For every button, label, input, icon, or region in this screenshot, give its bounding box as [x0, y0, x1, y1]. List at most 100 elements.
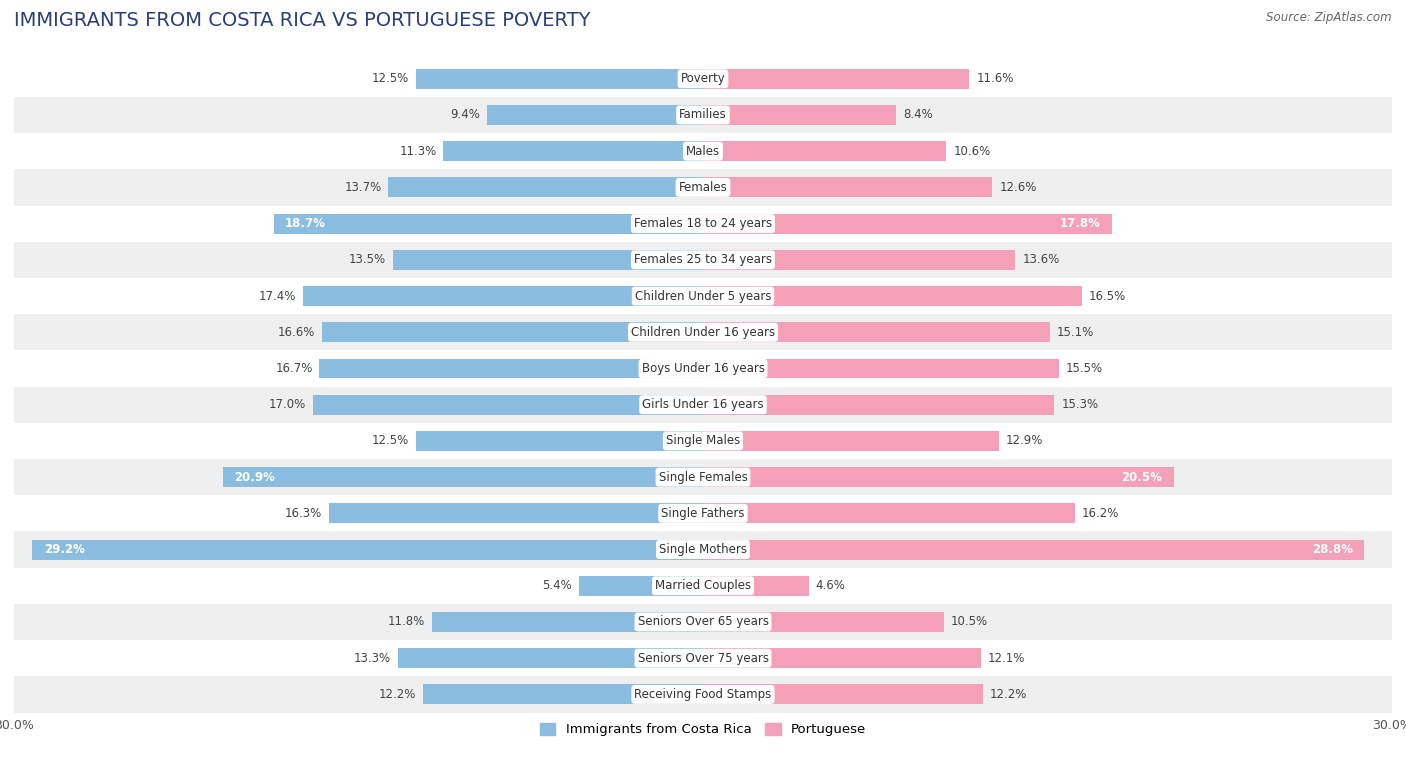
Text: 11.3%: 11.3%: [399, 145, 437, 158]
Text: 15.1%: 15.1%: [1057, 326, 1094, 339]
Text: 17.4%: 17.4%: [259, 290, 297, 302]
Text: Married Couples: Married Couples: [655, 579, 751, 592]
Bar: [14, 350, 1392, 387]
Text: 28.8%: 28.8%: [1312, 543, 1353, 556]
Text: Boys Under 16 years: Boys Under 16 years: [641, 362, 765, 375]
Text: Single Mothers: Single Mothers: [659, 543, 747, 556]
Bar: [14, 604, 1392, 640]
Text: 15.3%: 15.3%: [1062, 398, 1098, 411]
Bar: [14, 387, 1392, 423]
Bar: [703, 612, 945, 632]
Bar: [274, 214, 703, 233]
Text: Receiving Food Stamps: Receiving Food Stamps: [634, 688, 772, 701]
Text: Children Under 5 years: Children Under 5 years: [634, 290, 772, 302]
Text: 15.5%: 15.5%: [1066, 362, 1102, 375]
Bar: [14, 314, 1392, 350]
Text: 10.5%: 10.5%: [950, 615, 988, 628]
Bar: [703, 177, 993, 197]
Text: 13.5%: 13.5%: [349, 253, 387, 266]
Bar: [703, 684, 983, 704]
Bar: [703, 105, 896, 125]
Text: Single Males: Single Males: [666, 434, 740, 447]
Text: 18.7%: 18.7%: [285, 217, 326, 230]
Bar: [703, 141, 946, 161]
Bar: [312, 395, 703, 415]
Text: 16.6%: 16.6%: [277, 326, 315, 339]
Bar: [703, 431, 1000, 451]
Bar: [14, 133, 1392, 169]
Text: Children Under 16 years: Children Under 16 years: [631, 326, 775, 339]
Bar: [14, 278, 1392, 314]
Text: 9.4%: 9.4%: [450, 108, 481, 121]
Text: 20.9%: 20.9%: [235, 471, 276, 484]
Text: IMMIGRANTS FROM COSTA RICA VS PORTUGUESE POVERTY: IMMIGRANTS FROM COSTA RICA VS PORTUGUESE…: [14, 11, 591, 30]
Text: Seniors Over 75 years: Seniors Over 75 years: [637, 652, 769, 665]
Text: 17.0%: 17.0%: [269, 398, 305, 411]
Bar: [703, 576, 808, 596]
Text: Females 25 to 34 years: Females 25 to 34 years: [634, 253, 772, 266]
Bar: [392, 250, 703, 270]
Text: Males: Males: [686, 145, 720, 158]
Bar: [398, 648, 703, 668]
Bar: [14, 423, 1392, 459]
Text: 16.3%: 16.3%: [284, 507, 322, 520]
Bar: [416, 431, 703, 451]
Text: 29.2%: 29.2%: [44, 543, 84, 556]
Bar: [14, 169, 1392, 205]
Bar: [703, 395, 1054, 415]
Bar: [703, 69, 969, 89]
Bar: [703, 322, 1050, 342]
Text: Females: Females: [679, 181, 727, 194]
Legend: Immigrants from Costa Rica, Portuguese: Immigrants from Costa Rica, Portuguese: [534, 718, 872, 742]
Text: 16.2%: 16.2%: [1083, 507, 1119, 520]
Bar: [703, 540, 1364, 559]
Text: 13.7%: 13.7%: [344, 181, 381, 194]
Text: Single Fathers: Single Fathers: [661, 507, 745, 520]
Bar: [304, 286, 703, 306]
Bar: [703, 467, 1174, 487]
Text: 4.6%: 4.6%: [815, 579, 845, 592]
Text: 5.4%: 5.4%: [543, 579, 572, 592]
Bar: [224, 467, 703, 487]
Bar: [423, 684, 703, 704]
Bar: [703, 648, 981, 668]
Text: 13.6%: 13.6%: [1022, 253, 1060, 266]
Text: 12.5%: 12.5%: [371, 72, 409, 85]
Bar: [14, 97, 1392, 133]
Bar: [32, 540, 703, 559]
Text: 12.2%: 12.2%: [378, 688, 416, 701]
Text: 16.5%: 16.5%: [1088, 290, 1126, 302]
Text: 12.2%: 12.2%: [990, 688, 1028, 701]
Text: 11.6%: 11.6%: [976, 72, 1014, 85]
Bar: [703, 503, 1076, 523]
Bar: [579, 576, 703, 596]
Text: 12.1%: 12.1%: [988, 652, 1025, 665]
Text: Families: Families: [679, 108, 727, 121]
Text: Girls Under 16 years: Girls Under 16 years: [643, 398, 763, 411]
Text: 8.4%: 8.4%: [903, 108, 932, 121]
Text: Single Females: Single Females: [658, 471, 748, 484]
Text: 12.5%: 12.5%: [371, 434, 409, 447]
Bar: [14, 676, 1392, 713]
Bar: [703, 250, 1015, 270]
Bar: [388, 177, 703, 197]
Bar: [416, 69, 703, 89]
Bar: [14, 459, 1392, 495]
Text: 13.3%: 13.3%: [353, 652, 391, 665]
Text: 10.6%: 10.6%: [953, 145, 991, 158]
Bar: [329, 503, 703, 523]
Bar: [703, 214, 1112, 233]
Text: 17.8%: 17.8%: [1059, 217, 1101, 230]
Bar: [322, 322, 703, 342]
Text: 11.8%: 11.8%: [388, 615, 425, 628]
Bar: [14, 531, 1392, 568]
Text: 12.9%: 12.9%: [1007, 434, 1043, 447]
Bar: [14, 242, 1392, 278]
Text: Females 18 to 24 years: Females 18 to 24 years: [634, 217, 772, 230]
Bar: [14, 568, 1392, 604]
Bar: [432, 612, 703, 632]
Text: 16.7%: 16.7%: [276, 362, 312, 375]
Text: Source: ZipAtlas.com: Source: ZipAtlas.com: [1267, 11, 1392, 24]
Bar: [319, 359, 703, 378]
Bar: [14, 205, 1392, 242]
